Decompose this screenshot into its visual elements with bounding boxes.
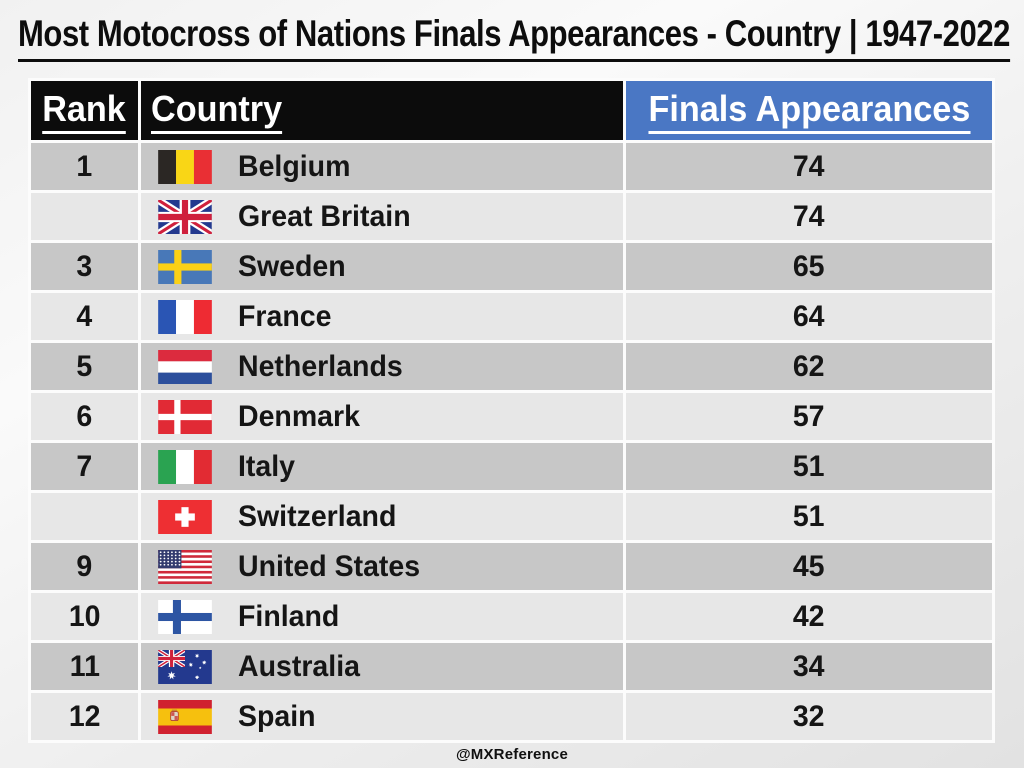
appearances-cell: 65 — [626, 243, 992, 290]
flag-italy-icon — [158, 449, 212, 484]
column-header-country-label: Country — [151, 91, 283, 134]
appearances-cell: 51 — [626, 493, 992, 540]
flag-finland-icon — [158, 599, 212, 634]
country-cell: Sweden — [141, 243, 623, 290]
column-header-rank-label: Rank — [42, 91, 127, 134]
appearances-value: 64 — [793, 299, 825, 333]
country-cell: Switzerland — [141, 493, 623, 540]
rank-cell: 9 — [31, 543, 138, 590]
appearances-value: 62 — [793, 349, 825, 383]
flag-belgium-icon — [158, 149, 212, 184]
column-header-finals-appearances-label: Finals Appearances — [648, 91, 970, 134]
rank-cell: 10 — [31, 593, 138, 640]
rank-cell: 3 — [31, 243, 138, 290]
country-cell: Finland — [141, 593, 623, 640]
appearances-value: 57 — [793, 399, 825, 433]
country-cell: Belgium — [141, 143, 623, 190]
appearances-table: Rank Country Finals Appearances 1 Belgium… — [28, 78, 995, 743]
column-header-finals-appearances: Finals Appearances — [626, 81, 992, 140]
appearances-value: 65 — [793, 249, 825, 283]
page-title: Most Motocross of Nations Finals Appeara… — [18, 13, 1010, 62]
appearances-cell: 62 — [626, 343, 992, 390]
country-cell: Denmark — [141, 393, 623, 440]
country-cell: Australia — [141, 643, 623, 690]
rank-cell — [31, 193, 138, 240]
rank-cell: 1 — [31, 143, 138, 190]
appearances-value: 45 — [793, 549, 825, 583]
rank-cell: 7 — [31, 443, 138, 490]
appearances-value: 32 — [793, 699, 825, 733]
appearances-cell: 74 — [626, 143, 992, 190]
appearances-value: 51 — [793, 449, 825, 483]
flag-united-states-icon — [158, 549, 212, 584]
flag-great-britain-icon — [158, 199, 212, 234]
rank-value: 9 — [76, 549, 93, 583]
appearances-cell: 51 — [626, 443, 992, 490]
rank-value: 12 — [68, 699, 101, 733]
rank-cell: 12 — [31, 693, 138, 740]
country-cell: Great Britain — [141, 193, 623, 240]
country-name: Finland — [238, 599, 340, 633]
rank-cell: 4 — [31, 293, 138, 340]
rank-value: 5 — [76, 349, 93, 383]
rank-value: 7 — [76, 449, 93, 483]
rank-cell — [31, 493, 138, 540]
country-cell: Netherlands — [141, 343, 623, 390]
appearances-value: 51 — [793, 499, 825, 533]
appearances-cell: 74 — [626, 193, 992, 240]
country-cell: United States — [141, 543, 623, 590]
column-header-country: Country — [141, 81, 623, 140]
footer-credit: @MXReference — [0, 746, 1024, 763]
flag-sweden-icon — [158, 249, 212, 284]
country-name: Sweden — [238, 249, 346, 283]
appearances-cell: 45 — [626, 543, 992, 590]
country-name: Spain — [238, 699, 316, 733]
appearances-value: 42 — [793, 599, 825, 633]
country-name: Italy — [238, 449, 296, 483]
appearances-cell: 32 — [626, 693, 992, 740]
appearances-cell: 42 — [626, 593, 992, 640]
appearances-value: 34 — [793, 649, 825, 683]
country-name: Belgium — [238, 149, 351, 183]
appearances-cell: 64 — [626, 293, 992, 340]
country-name: Great Britain — [238, 199, 411, 233]
page-title-text: Most Motocross of Nations Finals Appeara… — [18, 13, 1010, 62]
flag-netherlands-icon — [158, 349, 212, 384]
flag-denmark-icon — [158, 399, 212, 434]
rank-value: 11 — [69, 649, 100, 683]
flag-switzerland-icon — [158, 499, 212, 534]
appearances-cell: 34 — [626, 643, 992, 690]
country-cell: Spain — [141, 693, 623, 740]
country-cell: Italy — [141, 443, 623, 490]
country-name: Denmark — [238, 399, 360, 433]
country-name: France — [238, 299, 332, 333]
country-cell: France — [141, 293, 623, 340]
country-name: Switzerland — [238, 499, 397, 533]
country-name: United States — [238, 549, 421, 583]
country-name: Netherlands — [238, 349, 403, 383]
flag-france-icon — [158, 299, 212, 334]
rank-cell: 5 — [31, 343, 138, 390]
rank-value: 6 — [76, 399, 93, 433]
country-name: Australia — [238, 649, 360, 683]
flag-australia-icon — [158, 649, 212, 684]
column-header-rank: Rank — [31, 81, 138, 140]
rank-value: 10 — [68, 599, 101, 633]
rank-cell: 6 — [31, 393, 138, 440]
rank-value: 1 — [76, 149, 93, 183]
appearances-cell: 57 — [626, 393, 992, 440]
rank-value: 4 — [76, 299, 93, 333]
appearances-value: 74 — [793, 199, 825, 233]
rank-value: 3 — [76, 249, 93, 283]
rank-cell: 11 — [31, 643, 138, 690]
flag-spain-icon — [158, 699, 212, 734]
appearances-value: 74 — [793, 149, 825, 183]
footer-credit-text: @MXReference — [455, 746, 569, 763]
